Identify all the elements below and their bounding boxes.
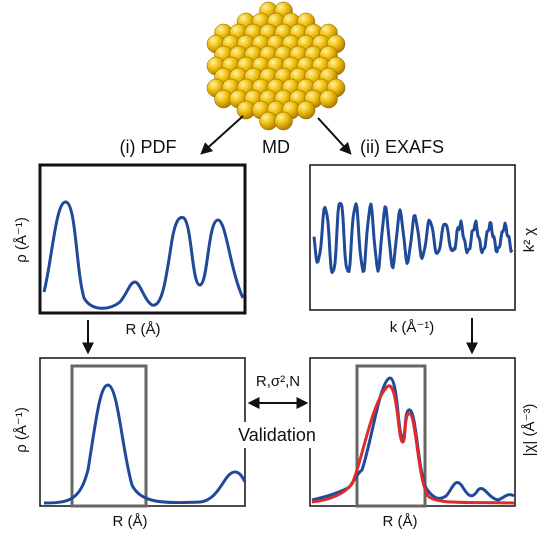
arrow [200,115,244,155]
nanoparticle [206,1,346,131]
exafs-fit-curve [311,384,515,505]
arrow [317,117,352,155]
y-axis-label: ρ (Å⁻¹) [13,217,30,263]
atom [296,100,316,120]
params-label: R,σ²,N [256,373,300,390]
exafs-ft-curve [311,376,515,502]
x-axis-label: R (Å) [113,513,148,530]
validation-label: Validation [238,425,316,445]
x-axis-label: R (Å) [126,321,161,338]
y-axis-label: k² χ [521,228,538,253]
exafs-curve [312,201,514,274]
x-axis-label: R (Å) [383,513,418,530]
pdf-peak-curve [43,383,247,505]
panel-frame [309,357,516,507]
md-label: MD [262,137,290,157]
panel-frame [309,164,516,311]
window-box [70,364,148,508]
pdf-label: (i) PDF [120,137,177,157]
label-bg [228,422,326,448]
atom [319,89,338,109]
pdf-curve [42,200,245,310]
y-axis-label: |χ| (Å⁻³) [521,404,538,457]
atom [274,111,293,131]
window-box [355,364,427,508]
panel-frame [38,163,247,315]
exafs-label: (ii) EXAFS [360,137,444,157]
y-axis-label: ρ (Å⁻¹) [13,407,30,453]
x-axis-label: k (Å⁻¹) [390,319,435,336]
